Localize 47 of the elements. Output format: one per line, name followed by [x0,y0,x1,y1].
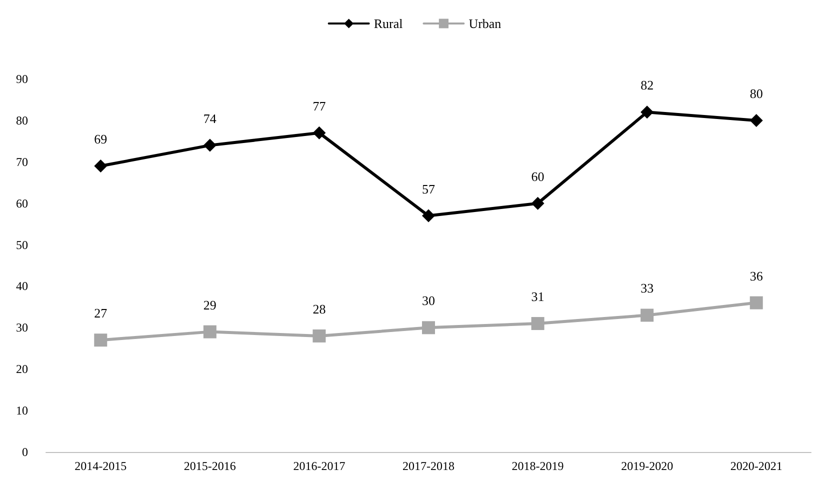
legend-label: Rural [374,16,404,31]
point [422,209,435,222]
data-label: 82 [640,78,654,93]
y-tick-label: 70 [16,154,28,169]
y-tick-label: 80 [16,113,28,128]
point [640,308,654,322]
data-label: 33 [640,280,654,296]
point [531,196,544,210]
y-tick-label: 90 [16,72,28,86]
x-tick-label: 2020-2021 [730,459,782,473]
data-label: 77 [312,98,326,114]
point [750,296,763,310]
y-tick-label: 10 [16,404,28,418]
data-label: 74 [203,110,217,126]
point [422,321,435,334]
x-tick-label: 2018-2019 [512,459,564,473]
point [312,329,326,342]
data-label: 36 [750,268,764,284]
y-tick-label: 60 [16,196,28,210]
x-tick-label: 2016-2017 [293,459,346,473]
data-label: 27 [94,306,108,321]
point [203,325,216,338]
point [640,106,654,119]
data-label: 31 [531,289,544,304]
point [312,126,326,140]
legend-label: Urban [468,16,502,31]
y-tick-label: 30 [16,320,28,335]
point [531,317,544,330]
y-tick-label: 20 [16,362,28,376]
y-tick-label: 40 [16,279,28,294]
data-label: 60 [531,168,544,184]
point [94,160,108,173]
point [94,334,108,347]
point [750,114,763,127]
data-label: 57 [422,181,436,196]
x-tick-label: 2014-2015 [74,459,127,473]
x-tick-label: 2017-2018 [402,459,454,473]
point [203,138,216,152]
data-label: 69 [94,132,108,147]
data-label: 80 [750,86,763,101]
y-tick-label: 0 [22,445,28,459]
data-label: 30 [422,293,435,308]
x-tick-label: 2015-2016 [184,459,236,473]
data-label: 28 [312,301,326,316]
x-tick-label: 2019-2020 [621,459,674,473]
y-tick-label: 50 [16,238,28,252]
data-label: 29 [203,297,216,312]
